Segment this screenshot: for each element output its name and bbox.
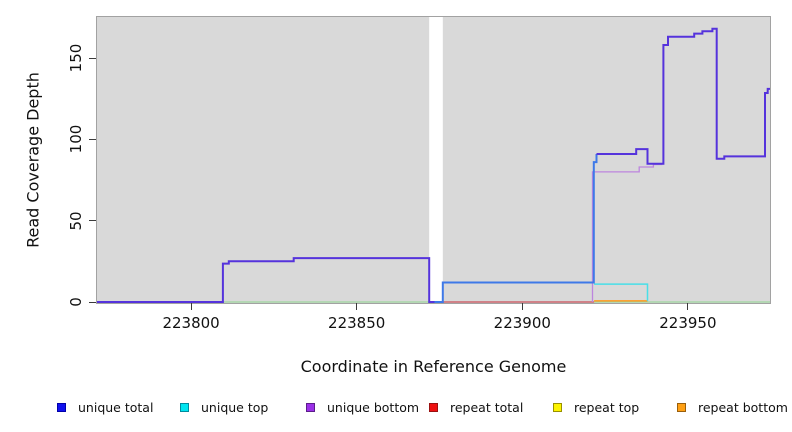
plot-area: [96, 16, 771, 304]
legend-swatch: [180, 402, 189, 412]
legend-label: unique top: [201, 399, 269, 415]
series-unique-bottom: [591, 163, 663, 302]
y-tick-label: 50: [67, 211, 85, 231]
y-tick-mark: [89, 138, 96, 140]
x-tick-mark: [687, 303, 689, 310]
legend-item: repeat bottom: [677, 398, 788, 416]
legend-label: unique total: [78, 399, 154, 415]
series-unique-total-gap: [434, 154, 598, 303]
legend-item: unique top: [180, 398, 268, 416]
legend-item: repeat top: [553, 398, 639, 416]
legend-item: unique total: [57, 398, 153, 416]
y-tick-label: 100: [67, 124, 85, 154]
x-tick-mark: [190, 303, 192, 310]
legend-swatch: [553, 402, 562, 412]
legend-label: unique bottom: [327, 399, 420, 415]
legend-swatch: [677, 402, 686, 412]
x-axis-label: Coordinate in Reference Genome: [300, 357, 567, 376]
y-tick-mark: [89, 220, 96, 222]
legend-item: unique bottom: [306, 398, 419, 416]
x-tick-label: 223900: [493, 314, 551, 332]
legend-label: repeat bottom: [698, 399, 788, 415]
x-tick-mark: [356, 303, 358, 310]
series-unique-top: [594, 283, 649, 301]
coverage-series-canvas: [97, 17, 770, 303]
y-axis-label: Read Coverage Depth: [23, 72, 43, 248]
legend-swatch: [57, 402, 66, 412]
x-tick-label: 223950: [659, 314, 717, 332]
x-tick-label: 223800: [162, 314, 220, 332]
legend-item: repeat total: [429, 398, 523, 416]
y-tick-label: 0: [67, 297, 85, 307]
legend-label: repeat top: [574, 399, 640, 415]
series-unique-total-right: [596, 27, 770, 165]
y-tick-label: 150: [67, 43, 85, 73]
series-unique-total-left: [97, 257, 435, 303]
y-tick-mark: [89, 301, 96, 303]
x-tick-mark: [521, 303, 523, 310]
legend-swatch: [429, 402, 438, 412]
gap-mask: [429, 17, 443, 303]
y-tick-mark: [89, 57, 96, 59]
legend-label: repeat total: [450, 399, 524, 415]
x-tick-label: 223850: [328, 314, 386, 332]
legend-swatch: [306, 402, 315, 412]
